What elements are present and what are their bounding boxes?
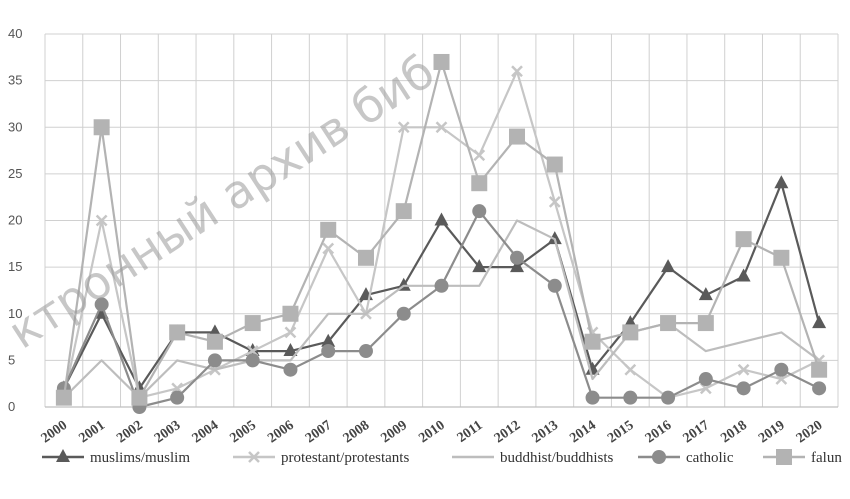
y-tick-label: 20 (8, 213, 22, 228)
data-point-marker (471, 175, 488, 192)
data-point-marker (736, 381, 751, 396)
data-point-marker (283, 343, 298, 357)
data-point-marker (131, 389, 148, 406)
data-point-marker (322, 242, 335, 255)
data-point-marker (546, 156, 563, 173)
data-point-marker (435, 121, 448, 134)
y-axis-ticks: 0 5 10 15 20 25 30 35 40 (8, 26, 22, 414)
data-point-marker (624, 363, 637, 376)
y-tick-label: 5 (8, 352, 15, 367)
data-point-marker (812, 315, 827, 329)
data-point-marker (737, 363, 750, 376)
y-tick-label: 40 (8, 26, 22, 41)
data-point-marker (811, 361, 828, 378)
legend-label: protestant/protestants (281, 450, 409, 466)
y-tick-label: 10 (8, 306, 22, 321)
legend-item: muslims/muslim (42, 449, 190, 466)
data-point-marker (776, 449, 792, 465)
data-point-marker (283, 362, 298, 377)
data-point-marker (95, 214, 108, 227)
legend-label: catholic (686, 450, 734, 466)
data-point-marker (396, 306, 411, 321)
data-point-marker (395, 203, 412, 220)
data-point-marker (510, 259, 525, 273)
data-point-marker (321, 333, 336, 347)
data-point-marker (473, 149, 486, 162)
data-point-marker (509, 128, 526, 145)
data-point-marker (206, 333, 223, 350)
data-point-marker (547, 231, 562, 245)
data-point-marker (511, 65, 523, 78)
data-point-marker (397, 121, 410, 134)
data-point-marker (698, 287, 713, 301)
legend-label: buddhist/buddhists (500, 450, 614, 466)
series-0 (56, 175, 827, 394)
data-point-marker (661, 259, 676, 273)
data-point-marker (472, 259, 487, 273)
data-point-marker (248, 451, 260, 463)
data-point-marker (282, 305, 299, 322)
data-point-marker (93, 119, 110, 136)
legend-item: protestant/protestants (233, 450, 409, 466)
y-tick-label: 0 (8, 399, 15, 414)
data-point-marker (697, 315, 714, 332)
chart-legend: muslims/muslim protestant/protestants budd… (42, 449, 842, 466)
data-point-marker (584, 333, 601, 350)
data-point-marker (548, 195, 561, 208)
y-tick-label: 25 (8, 166, 22, 181)
data-point-marker (510, 250, 525, 265)
data-point-marker (434, 278, 449, 293)
data-point-marker (661, 390, 676, 405)
data-point-marker (358, 344, 373, 359)
data-point-marker (735, 231, 752, 248)
data-point-marker (622, 324, 639, 341)
y-tick-label: 35 (8, 73, 22, 88)
data-point-marker (94, 297, 109, 312)
data-point-marker (652, 450, 666, 464)
y-tick-label: 30 (8, 119, 22, 134)
data-point-marker (774, 362, 789, 377)
data-point-marker (472, 204, 487, 219)
legend-item: falun (763, 449, 842, 466)
data-point-marker (812, 381, 827, 396)
data-point-marker (245, 353, 260, 368)
data-point-marker (320, 221, 337, 238)
legend-item: buddhist/buddhists (452, 450, 614, 466)
legend-label: muslims/muslim (90, 450, 190, 466)
data-point-marker (169, 324, 186, 341)
data-point-marker (357, 249, 374, 266)
data-point-marker (623, 390, 638, 405)
series-3 (56, 204, 827, 414)
data-point-marker (773, 249, 790, 266)
data-point-marker (774, 175, 789, 189)
data-point-marker (547, 278, 562, 293)
data-point-marker (56, 449, 70, 462)
y-tick-label: 15 (8, 259, 22, 274)
data-point-marker (207, 353, 222, 368)
data-point-marker (736, 268, 751, 282)
data-point-marker (284, 326, 297, 339)
legend-item: catholic (638, 450, 734, 466)
data-point-marker (660, 315, 677, 332)
data-point-marker (433, 53, 450, 70)
data-point-marker (434, 212, 449, 226)
data-point-marker (585, 361, 600, 375)
legend-label: falun (811, 450, 842, 466)
data-point-marker (321, 344, 336, 359)
series-4 (55, 53, 828, 406)
data-point-marker (698, 372, 713, 387)
chart-series (55, 53, 828, 414)
data-point-marker (170, 390, 185, 405)
data-point-marker (585, 390, 600, 405)
data-point-marker (55, 389, 72, 406)
data-point-marker (244, 315, 261, 332)
